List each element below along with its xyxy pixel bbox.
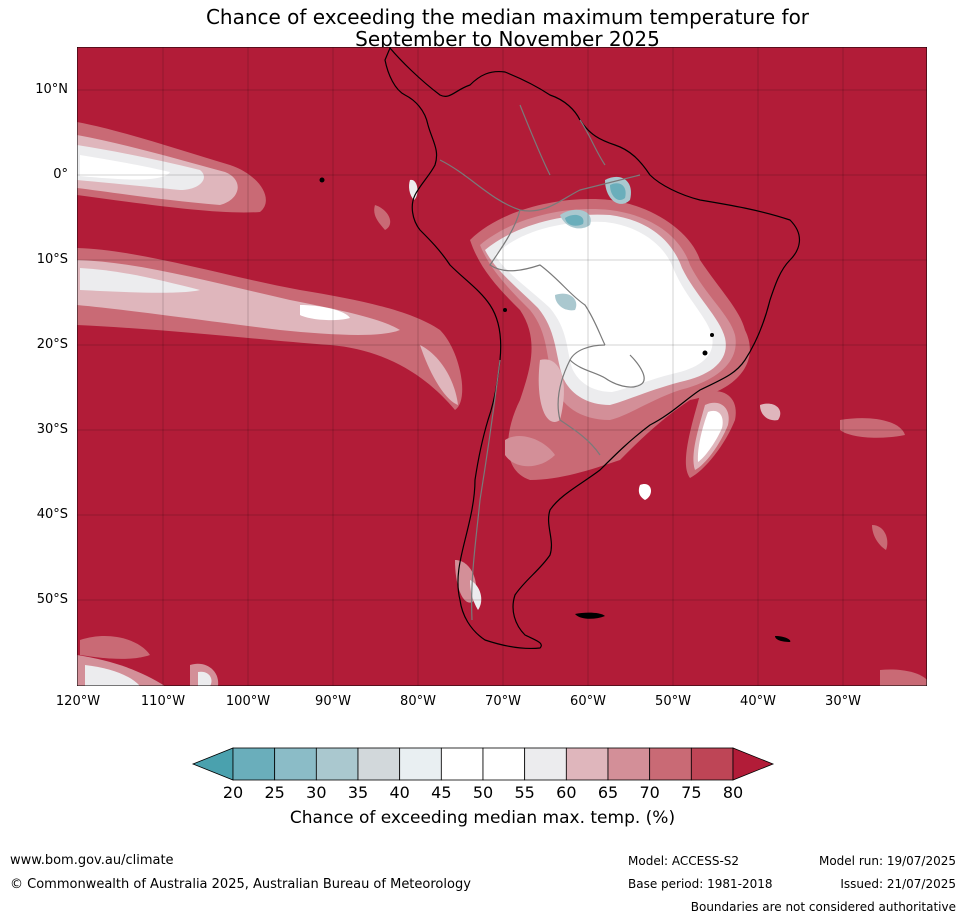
colorbar-tick-25: 25 — [264, 783, 285, 802]
pacific-band-equator — [77, 122, 266, 213]
colorbar-bin-70-75 — [649, 747, 692, 781]
colorbar-extend-low — [191, 747, 234, 781]
map-title-line-1: Chance of exceeding the median maximum t… — [205, 5, 810, 29]
lon-label-110w: 110°W — [140, 694, 186, 709]
islands — [319, 177, 791, 642]
colorbar-bin-65-70 — [607, 747, 651, 781]
footer-disclaimer: Boundaries are not considered authoritat… — [690, 900, 956, 914]
colorbar-bin-45-50 — [440, 747, 484, 781]
map-title-line-2: September to November 2025 — [355, 27, 660, 51]
colorbar-tick-35: 35 — [347, 783, 369, 802]
pacific-patches — [77, 205, 391, 686]
colorbar-bin-20-25 — [232, 747, 276, 781]
colorbar-tick-50: 50 — [472, 783, 494, 802]
lon-label-30w: 30°W — [825, 694, 861, 709]
country-borders — [439, 104, 645, 621]
lon-label-40w: 40°W — [740, 694, 776, 709]
colorbar-tick-70: 70 — [639, 783, 660, 802]
lon-label-120w: 120°W — [55, 694, 101, 709]
footer-issued: Issued: 21/07/2025 — [840, 877, 956, 891]
lat-label-10n: 10°N — [35, 82, 68, 97]
lon-label-70w: 70°W — [485, 694, 521, 709]
colorbar-tick-45: 45 — [431, 783, 452, 802]
lat-label-40s: 40°S — [36, 507, 68, 522]
lat-label-10s: 10°S — [36, 252, 68, 267]
lon-label-80w: 80°W — [400, 694, 436, 709]
colorbar — [191, 747, 775, 781]
footer-copyright: © Commonwealth of Australia 2025, Austra… — [10, 877, 471, 892]
atlantic-patches — [409, 179, 927, 686]
south-america-coastline — [384, 47, 800, 650]
footer-model-run: Model run: 19/07/2025 — [818, 854, 956, 868]
footer-url: www.bom.gov.au/climate — [10, 853, 174, 868]
lon-label-60w: 60°W — [570, 694, 606, 709]
colorbar-bin-75-80 — [690, 747, 734, 781]
colorbar-tick-80: 80 — [722, 783, 744, 802]
colorbar-tick-20: 20 — [222, 783, 244, 802]
lat-label-0: 0° — [53, 167, 68, 182]
colorbar-tick-75: 75 — [681, 783, 702, 802]
colorbar-bin-40-45 — [399, 747, 442, 781]
colorbar-tick-55: 55 — [514, 783, 535, 802]
lon-label-100w: 100°W — [225, 694, 271, 709]
colorbar-bin-50-55 — [482, 747, 526, 781]
colorbar-bin-35-40 — [357, 747, 401, 781]
colorbar-tick-65: 65 — [597, 783, 619, 802]
pacific-band-10s — [77, 248, 463, 410]
lon-label-50w: 50°W — [655, 694, 691, 709]
footer-model: Model: ACCESS-S2 — [628, 854, 740, 868]
colorbar-bin-55-60 — [524, 747, 567, 781]
graticule — [77, 47, 927, 686]
lon-label-90w: 90°W — [315, 694, 351, 709]
colorbar-tick-30: 30 — [306, 783, 327, 802]
footer-base-period: Base period: 1981-2018 — [628, 877, 773, 891]
map-background-high-probability — [77, 47, 927, 686]
lat-label-50s: 50°S — [36, 592, 68, 607]
continental-probability-field — [470, 176, 750, 480]
colorbar-bin-25-30 — [274, 747, 317, 781]
colorbar-bin-60-65 — [565, 747, 609, 781]
colorbar-label: Chance of exceeding median max. temp. (%… — [289, 808, 676, 828]
lat-label-30s: 30°S — [36, 422, 68, 437]
colorbar-extend-high — [732, 747, 775, 781]
colorbar-bin-30-35 — [315, 747, 359, 781]
colorbar-tick-40: 40 — [389, 783, 410, 802]
lat-label-20s: 20°S — [36, 337, 68, 352]
colorbar-tick-60: 60 — [556, 783, 577, 802]
